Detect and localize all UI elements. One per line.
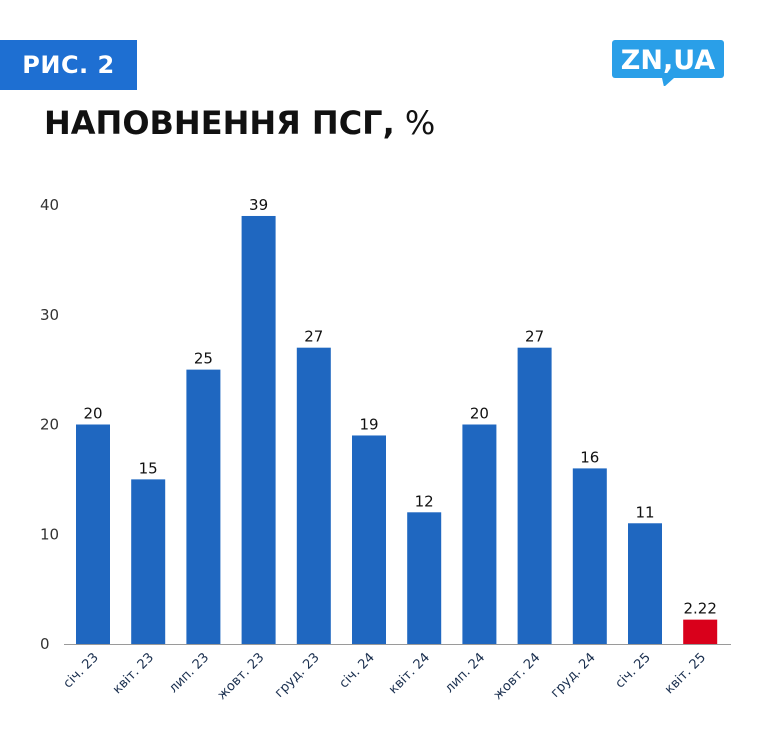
data-label: 2.22	[683, 600, 716, 618]
x-tick-label: січ. 23	[61, 650, 102, 691]
data-label: 15	[139, 459, 158, 477]
x-tick-label: груд. 23	[272, 650, 323, 701]
bar	[683, 619, 718, 644]
x-tick-label: квіт. 23	[110, 650, 157, 697]
y-tick-label: 0	[40, 635, 50, 653]
bar	[407, 512, 442, 644]
figure-badge: РИС. 2	[0, 40, 137, 90]
bar	[131, 479, 166, 644]
zn-ua-logo: ZN,UA	[612, 40, 724, 86]
data-label: 20	[470, 405, 489, 423]
x-tick-label: лип. 23	[166, 650, 212, 696]
bar	[517, 347, 552, 644]
logo-text: ZN,UA	[621, 45, 716, 76]
bar	[572, 468, 607, 644]
x-tick-label: квіт. 25	[662, 650, 709, 697]
x-tick-label: лип. 24	[442, 650, 488, 696]
bar	[462, 424, 497, 644]
x-tick-label: січ. 24	[337, 650, 378, 691]
y-tick-label: 10	[40, 525, 59, 543]
bar	[76, 424, 110, 644]
y-tick-label: 20	[40, 416, 59, 434]
chart-title: НАПОВНЕННЯ ПСГ, %	[44, 104, 435, 142]
chart-title-main: НАПОВНЕННЯ ПСГ,	[44, 104, 395, 142]
bar	[628, 523, 662, 644]
bar	[352, 435, 386, 644]
figure-label: РИС. 2	[22, 51, 115, 79]
y-tick-label: 40	[40, 196, 59, 214]
bar	[241, 215, 276, 644]
x-tick-label: жовт. 24	[491, 650, 544, 703]
bar	[186, 369, 221, 644]
data-label: 11	[635, 503, 654, 521]
chart-title-unit: %	[394, 104, 436, 142]
y-tick-label: 30	[40, 306, 59, 324]
data-label: 20	[83, 405, 102, 423]
data-label: 12	[415, 492, 434, 510]
data-label: 19	[359, 415, 378, 433]
x-tick-label: жовт. 23	[215, 650, 268, 703]
data-label: 27	[525, 328, 544, 346]
x-tick-label: квіт. 24	[386, 650, 433, 697]
x-tick-label: січ. 25	[613, 650, 654, 691]
data-label: 27	[304, 328, 323, 346]
data-label: 25	[194, 350, 213, 368]
data-label: 16	[580, 448, 599, 466]
bar	[296, 347, 331, 644]
x-tick-label: груд. 24	[548, 650, 599, 701]
data-label: 39	[249, 196, 268, 214]
